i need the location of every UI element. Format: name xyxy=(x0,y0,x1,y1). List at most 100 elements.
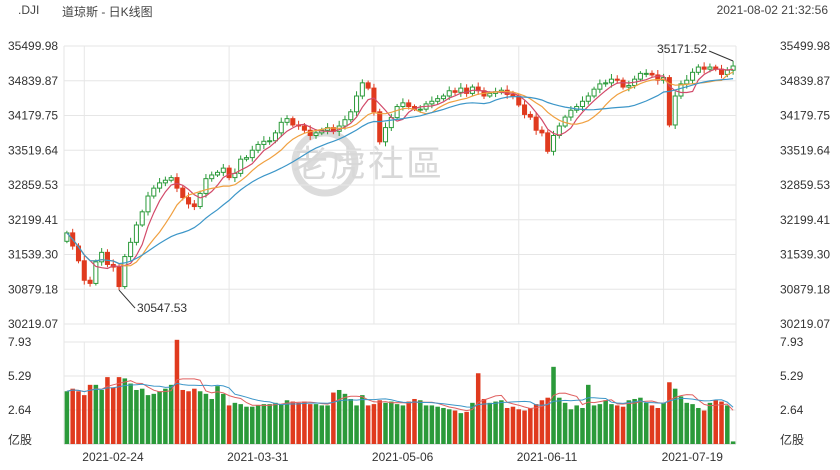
candle-body xyxy=(695,66,701,73)
candle-body xyxy=(99,251,105,263)
volume-bar xyxy=(412,398,417,444)
volume-bar xyxy=(273,402,278,444)
candle-body xyxy=(643,72,649,75)
volume-bar xyxy=(174,339,180,444)
candle-body xyxy=(342,119,348,127)
volume-bar xyxy=(87,384,93,444)
volume-bar xyxy=(626,400,632,444)
candle-body xyxy=(243,157,250,160)
date-tick-label: 2021-06-11 xyxy=(517,450,578,464)
volume-bar xyxy=(278,404,284,444)
candle-body xyxy=(197,192,203,208)
candle-body xyxy=(446,90,452,97)
candle-body xyxy=(684,79,690,85)
candle-body xyxy=(203,178,209,194)
candle-body xyxy=(527,113,533,118)
volume-bar xyxy=(215,386,220,444)
volume-bar xyxy=(441,407,446,444)
candle-body xyxy=(690,71,696,81)
candle-body xyxy=(348,111,354,121)
price-tick-label-left: 32199.41 xyxy=(8,213,58,227)
volume-bar xyxy=(475,373,481,444)
volume-bar xyxy=(435,406,440,444)
volume-ma5-line xyxy=(66,378,734,412)
volume-bar xyxy=(336,389,342,444)
candle-body xyxy=(145,195,151,213)
candle-body xyxy=(579,100,586,108)
volume-bar xyxy=(696,407,701,444)
candle-body xyxy=(608,78,614,84)
candle-body xyxy=(128,241,134,258)
volume-bar xyxy=(163,388,168,444)
candle-body xyxy=(620,79,626,88)
volume-bar xyxy=(307,404,313,444)
candle-body xyxy=(220,167,226,173)
volume-bar xyxy=(730,441,736,444)
volume-bar xyxy=(701,410,707,444)
candle-body xyxy=(678,83,684,97)
volume-bar xyxy=(684,402,690,444)
candle-body xyxy=(191,203,197,208)
volume-bar xyxy=(539,400,545,444)
volume-bar xyxy=(290,401,296,444)
candle-body xyxy=(139,211,145,226)
price-tick-label-left: 35499.98 xyxy=(8,39,58,53)
volume-bar xyxy=(371,404,377,444)
volume-bar xyxy=(139,388,145,444)
axis-labels: 35499.98 35499.98 34839.87 34839.87 34179.75… xyxy=(8,39,830,464)
low-leader-line xyxy=(118,289,136,309)
volume-bar xyxy=(504,407,510,444)
price-tick-label-left: 32859.53 xyxy=(8,178,58,192)
volume-bar xyxy=(377,400,382,444)
candle-body xyxy=(157,182,163,189)
volume-bar xyxy=(128,383,133,444)
candle-body xyxy=(382,127,389,143)
candle-body xyxy=(93,261,99,284)
volume-bar xyxy=(70,388,75,444)
candle-body xyxy=(487,92,493,97)
volume-bar xyxy=(481,398,487,444)
volume-bar xyxy=(250,406,255,444)
volume-bar xyxy=(418,400,423,444)
volume-bar xyxy=(331,392,336,444)
volume-bar xyxy=(180,389,186,444)
volume-bar xyxy=(360,395,365,444)
volume-bar xyxy=(389,401,394,444)
candle-body xyxy=(597,83,603,90)
volume-bar xyxy=(197,391,203,444)
volume-bar xyxy=(313,404,319,444)
volume-bar xyxy=(655,407,661,444)
price-tick-label-left: 33519.64 xyxy=(8,143,58,157)
high-leader-line xyxy=(708,50,734,62)
candle-body xyxy=(249,149,255,159)
price-tick-label-left: 31539.30 xyxy=(8,248,58,262)
candle-body xyxy=(701,66,707,70)
date-tick-label: 2021-07-19 xyxy=(662,450,724,464)
volume-bar xyxy=(221,393,226,444)
volume-bar xyxy=(255,405,261,444)
price-tick-label-right: 30219.07 xyxy=(780,317,830,331)
volume-bar xyxy=(719,401,724,444)
volume-tick-label-left: 5.29 xyxy=(8,369,32,383)
volume-bar xyxy=(522,410,527,444)
chart-grid xyxy=(63,45,737,445)
price-tick-label-left: 34839.87 xyxy=(8,74,58,88)
low-annotation: 30547.53 xyxy=(137,301,187,315)
volume-bar xyxy=(470,402,475,444)
chart-header: .DJI 道琼斯 - 日K线图 2021-08-02 21:32:56 xyxy=(0,0,840,20)
chart-title: 道琼斯 - 日K线图 xyxy=(62,5,153,19)
volume-bar xyxy=(429,405,435,444)
volume-bar xyxy=(690,404,695,444)
price-tick-label-right: 31539.30 xyxy=(780,248,830,262)
candle-body xyxy=(730,65,736,71)
date-tick-label: 2021-05-06 xyxy=(372,450,434,464)
candle-body xyxy=(533,116,539,131)
date-tick-label: 2021-02-24 xyxy=(82,450,144,464)
price-tick-label-right: 32859.53 xyxy=(780,178,830,192)
volume-bar xyxy=(348,398,354,444)
high-annotation: 35171.52 xyxy=(657,42,707,56)
volume-bar xyxy=(707,402,713,444)
volume-bar xyxy=(643,402,649,444)
volume-bar xyxy=(493,401,498,444)
volume-bar xyxy=(528,407,533,444)
